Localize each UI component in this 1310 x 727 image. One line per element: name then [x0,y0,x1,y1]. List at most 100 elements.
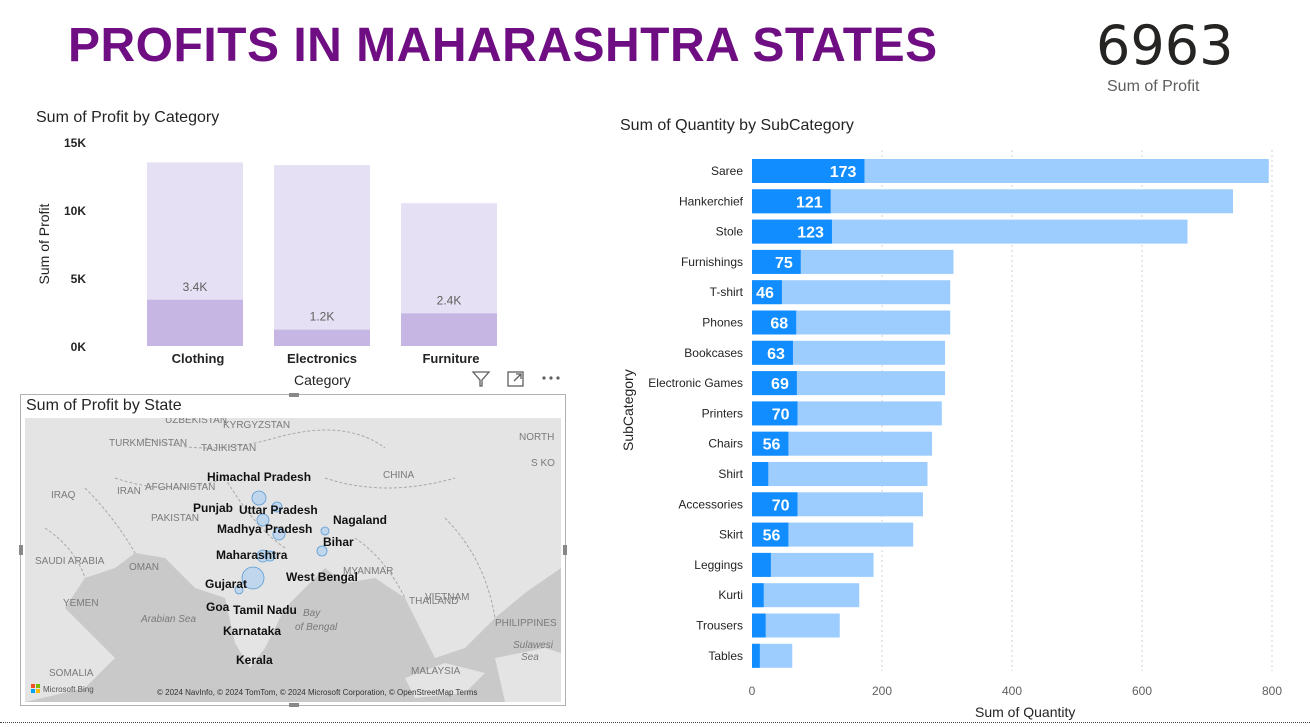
data-label: 56 [763,528,781,545]
data-label: 75 [775,255,793,272]
subcategory-label: Bookcases [684,346,743,360]
subcategory-label: Furnishings [681,255,743,269]
x-axis-title: Category [294,372,351,388]
more-options-icon[interactable] [540,372,562,384]
focus-mode-icon[interactable] [506,370,526,388]
basemap-label: SOMALIA [49,668,94,679]
data-label: 2.4K [437,293,462,307]
state-label: Kerala [236,653,273,667]
basemap-label: PHILIPPINES [495,618,557,629]
bar-total [752,189,1233,214]
bing-logo-icon [31,689,35,693]
state-label: Goa [206,600,230,614]
x-tick: 400 [1002,684,1022,698]
subcategory-label: Chairs [708,437,743,451]
state-label: West Bengal [286,570,358,584]
state-bubble [271,501,283,513]
state-label: Bihar [323,535,354,549]
subcategory-label: Hankerchief [679,194,744,208]
basemap-label: OMAN [129,562,159,573]
bing-logo-icon [36,684,40,688]
page-divider [0,722,1310,723]
data-label: 1.2K [310,310,335,324]
subcategory-label: Stole [716,225,744,239]
category-bar-chart: 3.4K 1.2K 2.4K [147,162,497,346]
bar-quantity [752,552,771,577]
state-label: Nagaland [333,513,387,527]
bar-total [752,583,860,608]
subcategory-label: Tables [708,649,743,663]
x-tick: 200 [872,684,892,698]
bar-quantity [752,401,798,426]
bar-quantity [752,583,764,608]
bar-total-electronics [274,165,370,346]
subcategory-label: Accessories [678,497,743,511]
bar-quantity [752,340,793,365]
bar-quantity [752,643,760,668]
resize-handle[interactable] [289,703,299,707]
subcategory-label: Trousers [696,619,743,633]
y-tick: 0K [70,340,86,354]
y-axis-title: SubCategory [620,369,636,451]
subcategory-label: T-shirt [710,285,744,299]
bing-logo-icon [31,684,35,688]
data-label: 123 [797,225,824,242]
y-tick: 5K [70,272,86,286]
map-basemap [25,418,561,702]
bing-logo-icon [36,689,40,693]
page-title: PROFITS IN MAHARASHTRA STATES [68,19,938,72]
bar-total [752,462,928,486]
basemap-label: UZBEKISTAN [165,418,227,426]
state-label: Karnataka [223,624,281,638]
resize-handle[interactable] [19,545,23,555]
basemap-label: SAUDI ARABIA [35,556,105,567]
basemap-label: MALAYSIA [411,666,461,677]
basemap-label: KYRGYZSTAN [223,420,290,431]
kpi-label: Sum of Profit [1107,78,1200,95]
bar-quantity [752,492,798,517]
data-label: 3.4K [183,280,208,294]
category-label-electronics: Electronics [286,351,358,366]
resize-handle[interactable] [563,545,567,555]
bar-total [752,280,951,305]
subcategory-label: Leggings [694,558,743,572]
basemap-label: Sea [521,652,539,663]
map-canvas[interactable]: Himachal Pradesh Punjab Uttar Pradesh Madhy… [25,418,561,702]
resize-handle[interactable] [289,393,299,397]
subcategory-label: Electronic Games [648,376,743,390]
bar-quantity [752,431,789,456]
basemap-label: NORTH [519,432,554,443]
bar-quantity [752,522,789,547]
x-tick: 800 [1262,684,1282,698]
data-label: 68 [770,316,788,333]
basemap-label: YEMEN [63,598,99,609]
basemap-label: PAKISTAN [151,513,199,524]
map-markers: Himachal Pradesh Punjab Uttar Pradesh Madhy… [31,418,557,697]
category-chart-title: Sum of Profit by Category [36,109,220,126]
basemap-label: Sulawesi [513,640,554,651]
state-bubble [272,527,286,541]
basemap-label: MYANMAR [343,566,393,577]
basemap-label: AFGHANISTAN [145,482,215,493]
kpi-value: 6963 [1096,14,1234,77]
state-bubble [234,585,244,595]
state-bubble [251,490,267,506]
basemap-label: S KO [531,458,555,469]
y-tick: 15K [63,136,86,150]
bar-profit-furniture [401,313,497,346]
state-bubble [256,513,270,527]
map-attribution: © 2024 NavInfo, © 2024 TomTom, © 2024 Mi… [157,688,477,697]
filter-icon[interactable] [471,370,491,388]
bar-profit-clothing [147,299,243,346]
state-bubble [264,550,276,562]
bar-total [752,552,874,577]
data-label: 121 [796,194,823,211]
map-visual[interactable] [19,393,567,707]
state-label: Tamil Nadu [233,603,297,617]
bar-quantity [752,189,831,214]
state-label: Maharashtra [216,548,288,562]
basemap-label: Arabian Sea [140,614,196,625]
subcategory-chart-title: Sum of Quantity by SubCategory [620,117,854,134]
subcategory-label: Saree [711,164,743,178]
basemap-label: of Bengal [295,622,338,633]
